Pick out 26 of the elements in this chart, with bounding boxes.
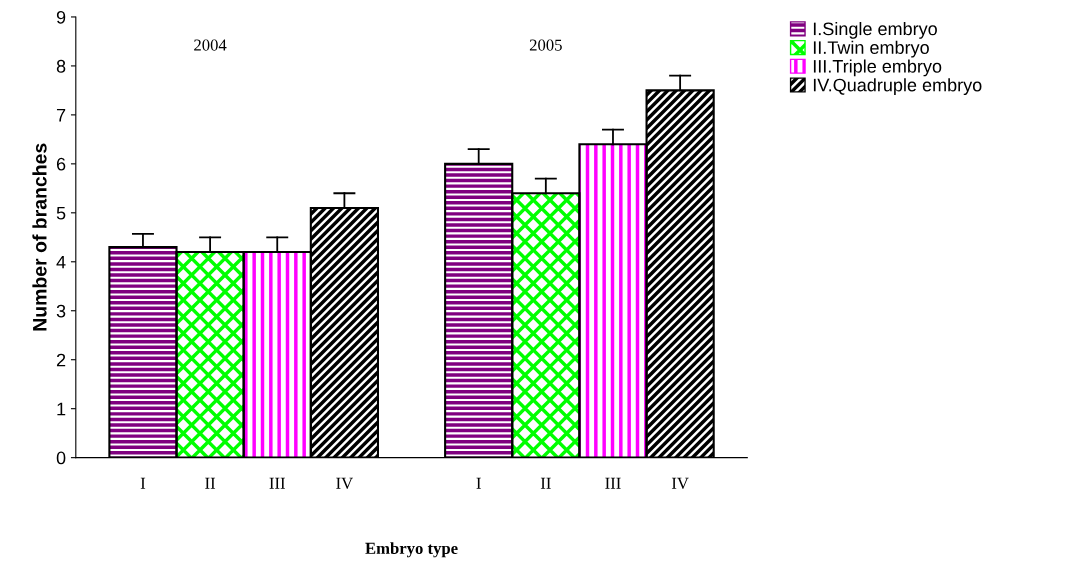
legend-label: III.Triple embryo (813, 59, 942, 77)
y-tick-label: 6 (56, 157, 66, 171)
x-tick-label: II (540, 477, 551, 489)
y-tick-label: 1 (57, 402, 66, 416)
legend-label: I.Single embryo (813, 22, 937, 39)
annotation: 2004 (194, 39, 227, 51)
y-tick-label: 4 (56, 255, 66, 269)
x-tick-label: II (205, 477, 216, 489)
legend-label: II.Twin embryo (813, 40, 929, 58)
x-tick-label: I (140, 477, 146, 489)
y-tick-label: 9 (56, 10, 66, 24)
y-tick-label: 0 (56, 451, 66, 465)
x-axis-title: Embryo type (365, 542, 458, 558)
x-tick-label: I (476, 477, 481, 489)
y-tick-label: 2 (56, 353, 66, 367)
x-tick-label: IV (671, 477, 689, 489)
annotation: 2005 (529, 39, 562, 51)
y-tick-label: 8 (56, 59, 66, 73)
y-axis-title: Number of branches (32, 143, 47, 331)
y-tick-label: 3 (56, 304, 66, 318)
x-tick-label: III (605, 477, 621, 489)
y-tick-label: 5 (56, 206, 66, 220)
x-tick-label: III (269, 477, 285, 489)
y-tick-label: 7 (56, 109, 66, 122)
x-tick-label: IV (336, 477, 353, 489)
legend-label: IV.Quadruple embryo (813, 78, 982, 96)
